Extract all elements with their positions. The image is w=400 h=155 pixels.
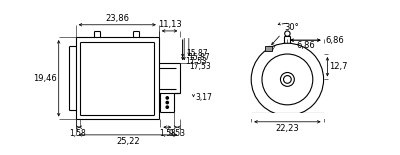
Polygon shape [250, 113, 325, 120]
Text: 17,53: 17,53 [185, 57, 207, 66]
Text: 17,53: 17,53 [190, 62, 211, 71]
Text: 22,23: 22,23 [276, 124, 299, 133]
Text: 15,87: 15,87 [188, 53, 210, 62]
Text: 25,22: 25,22 [116, 137, 140, 146]
Text: 1,58: 1,58 [159, 129, 176, 138]
Text: 15,87: 15,87 [186, 49, 207, 58]
Text: 12,7: 12,7 [329, 62, 348, 71]
Text: 11,13: 11,13 [158, 20, 182, 29]
Text: 30°: 30° [284, 23, 299, 32]
Text: 6,86: 6,86 [325, 36, 344, 45]
Text: 9,53: 9,53 [169, 129, 186, 138]
Circle shape [166, 97, 168, 99]
Text: 6,86: 6,86 [296, 41, 315, 50]
Circle shape [166, 101, 168, 104]
Circle shape [166, 106, 168, 108]
Text: 3,17: 3,17 [195, 93, 212, 102]
Text: 23,86: 23,86 [105, 14, 129, 23]
Text: 1,58: 1,58 [69, 129, 86, 138]
Text: 19,46: 19,46 [34, 74, 57, 83]
Polygon shape [266, 46, 272, 51]
